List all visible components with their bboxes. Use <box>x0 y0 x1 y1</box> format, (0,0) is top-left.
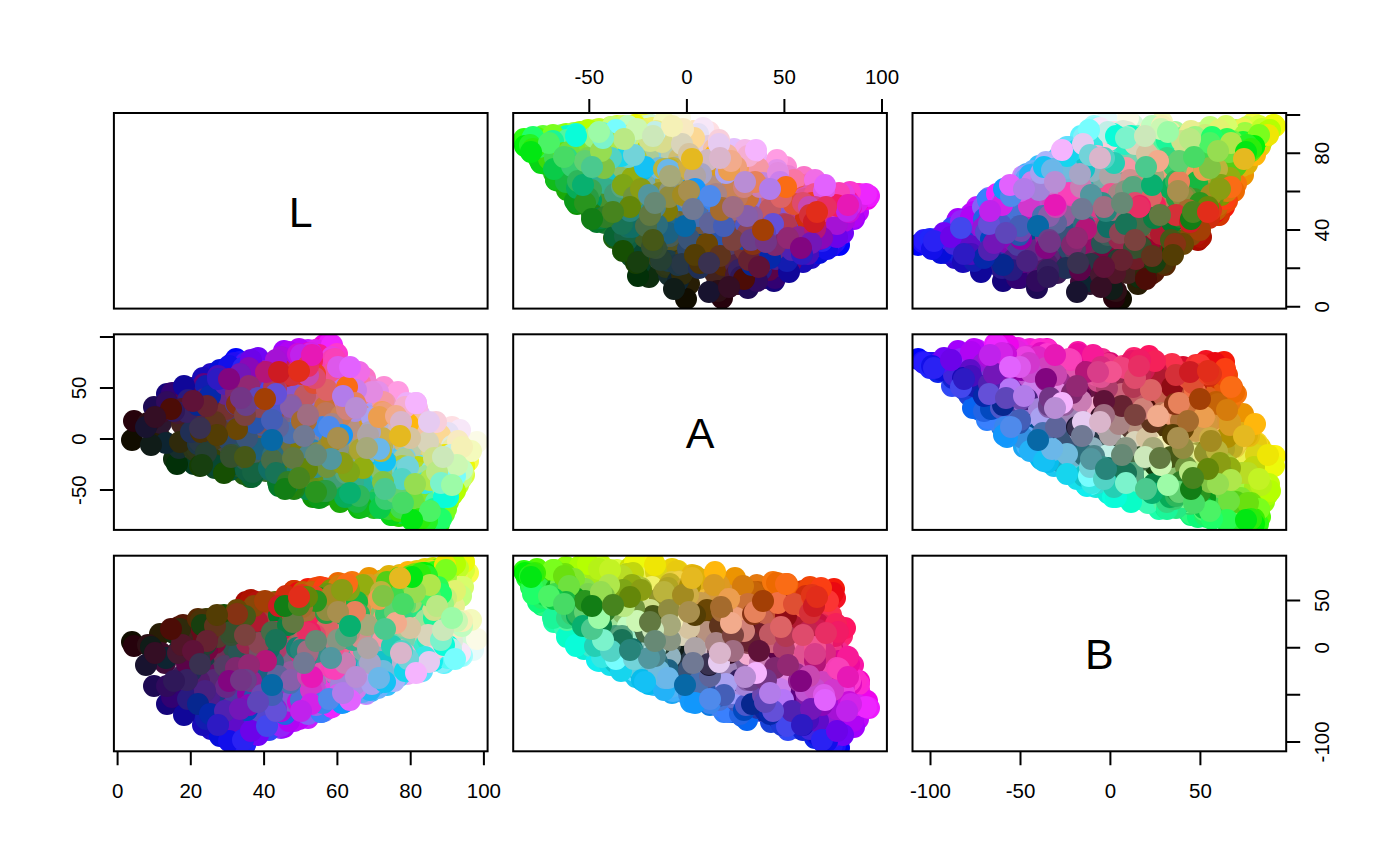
svg-text:40: 40 <box>253 779 276 802</box>
svg-text:80: 80 <box>1310 142 1333 165</box>
svg-text:60: 60 <box>326 779 349 802</box>
svg-text:80: 80 <box>399 779 422 802</box>
svg-text:A: A <box>686 409 715 457</box>
svg-text:100: 100 <box>467 779 501 802</box>
svg-text:0: 0 <box>1105 779 1116 802</box>
svg-text:-100: -100 <box>1310 721 1333 762</box>
svg-text:B: B <box>1085 630 1114 678</box>
svg-text:-50: -50 <box>1006 779 1036 802</box>
svg-text:0: 0 <box>67 433 90 444</box>
svg-text:20: 20 <box>179 779 202 802</box>
svg-text:0: 0 <box>112 779 123 802</box>
svg-text:50: 50 <box>1310 589 1333 612</box>
svg-text:0: 0 <box>1310 301 1333 312</box>
svg-text:-50: -50 <box>574 65 604 88</box>
svg-text:40: 40 <box>1310 219 1333 242</box>
svg-text:50: 50 <box>1189 779 1212 802</box>
svg-text:-100: -100 <box>910 779 951 802</box>
svg-text:0: 0 <box>681 65 692 88</box>
svg-text:50: 50 <box>67 376 90 399</box>
svg-text:-50: -50 <box>67 475 90 505</box>
svg-text:100: 100 <box>865 65 899 88</box>
svg-text:50: 50 <box>773 65 796 88</box>
svg-text:L: L <box>289 188 313 236</box>
svg-text:0: 0 <box>1310 642 1333 653</box>
